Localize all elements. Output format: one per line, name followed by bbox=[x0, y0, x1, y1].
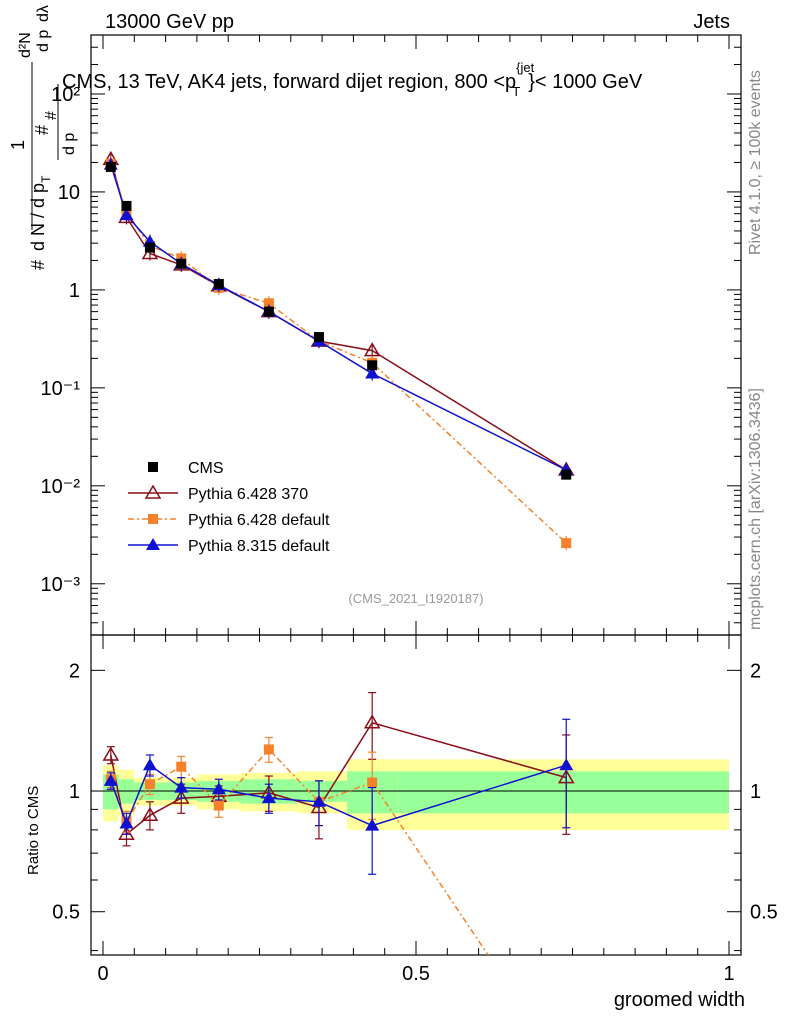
legend: CMS Pythia 6.428 370 Pythia 6.428 default P… bbox=[128, 460, 330, 555]
legend-label-2: Pythia 8.315 default bbox=[188, 538, 330, 555]
y-tick-label: 10⁻¹ bbox=[41, 378, 81, 400]
x-tick-label: 0.5 bbox=[402, 963, 430, 985]
mcplots-label: mcplots.cern.ch [arXiv:1306.3436] bbox=[747, 388, 764, 630]
plot-title: CMS, 13 TeV, AK4 jets, forward dijet reg… bbox=[62, 60, 643, 99]
svg-text:# d N / d pT: # d N / d pT bbox=[28, 175, 53, 270]
ratio-point-0 bbox=[141, 806, 159, 822]
svg-text:#: # bbox=[43, 111, 60, 120]
data-point bbox=[176, 258, 187, 269]
ratio-y-tick-label: 1 bbox=[69, 781, 80, 803]
ratio-point-2 bbox=[211, 782, 226, 795]
ratio-point-2 bbox=[174, 780, 189, 793]
ratio-point-0 bbox=[118, 825, 135, 841]
svg-text:#: # bbox=[32, 125, 52, 135]
data-point bbox=[263, 306, 274, 317]
plot-title-sup: {jet bbox=[516, 60, 534, 75]
y-axis-label-top: # d N / d pT 1 # # d p d²N d p dλ bbox=[8, 5, 78, 270]
ratio-point-0 bbox=[172, 789, 190, 804]
ratio-point-1 bbox=[367, 777, 378, 788]
header-left: 13000 GeV pp bbox=[105, 11, 234, 33]
x-tick-label: 1 bbox=[723, 963, 734, 985]
y-tick-label: 10⁻³ bbox=[41, 574, 81, 596]
legend-marker-2 bbox=[146, 538, 160, 550]
ratio-point-2 bbox=[119, 816, 134, 829]
svg-text:dλ: dλ bbox=[35, 5, 52, 22]
ratio-y-tick-label-right: 2 bbox=[750, 660, 761, 682]
band-inner bbox=[397, 771, 729, 814]
svg-text:d²N: d²N bbox=[17, 32, 34, 58]
chart-marks bbox=[102, 150, 575, 955]
plot-title-suffix: }< 1000 GeV bbox=[528, 71, 643, 93]
legend-label-0: Pythia 6.428 370 bbox=[188, 486, 308, 503]
data-point bbox=[213, 278, 224, 289]
series-point-2 bbox=[119, 208, 134, 221]
rivet-label: Rivet 4.1.0, ≥ 100k events bbox=[747, 70, 764, 255]
ratio-point-1 bbox=[263, 744, 274, 755]
ratio-y-tick-label: 2 bbox=[69, 660, 80, 682]
legend-marker-0 bbox=[144, 484, 162, 499]
series-point-1 bbox=[561, 538, 572, 549]
ratio-point-2 bbox=[103, 773, 118, 786]
ratio-point-2 bbox=[559, 758, 574, 771]
y-tick-label: 1 bbox=[69, 280, 80, 302]
series-point-0 bbox=[363, 342, 381, 357]
header-right: Jets bbox=[693, 11, 730, 33]
ratio-y-tick-label: 0.5 bbox=[52, 902, 80, 924]
ratio-point-2 bbox=[142, 758, 157, 771]
legend-label-data: CMS bbox=[188, 460, 224, 477]
data-point bbox=[367, 360, 378, 371]
series-line-2 bbox=[110, 164, 567, 471]
series-point-1 bbox=[263, 298, 274, 309]
analysis-tag: (CMS_2021_I1920187) bbox=[348, 591, 483, 606]
ratio-point-0 bbox=[363, 714, 381, 729]
ratio-point-1 bbox=[213, 800, 224, 811]
ylabel-frac1-den: d N / d p bbox=[28, 183, 48, 251]
axis-ticks: 0 0.5 1 10⁻³ 10⁻² 10⁻¹ 1 10 10² 0.5 0.5 1 1 2 2 bbox=[41, 34, 778, 985]
ylabel-hash-1: # bbox=[28, 260, 48, 270]
ratio-y-tick-label-right: 0.5 bbox=[750, 902, 778, 924]
plot-title-sub: T bbox=[512, 84, 520, 99]
ratio-point-2 bbox=[311, 794, 326, 807]
legend-marker-data bbox=[148, 462, 158, 472]
ratio-point-2 bbox=[261, 791, 276, 804]
legend-label-1: Pythia 6.428 default bbox=[188, 512, 330, 529]
y-axis-label-ratio: Ratio to CMS bbox=[25, 786, 42, 875]
ratio-point-1 bbox=[176, 761, 187, 772]
svg-text:1: 1 bbox=[8, 140, 28, 150]
svg-text:d p: d p bbox=[35, 30, 52, 52]
data-point bbox=[105, 161, 116, 172]
y-tick-label: 10⁻² bbox=[41, 476, 81, 498]
ratio-point-2 bbox=[365, 818, 380, 831]
legend-marker-1 bbox=[148, 514, 158, 524]
data-point bbox=[561, 469, 572, 480]
series-line-0 bbox=[110, 159, 567, 471]
y-tick-label: 10 bbox=[58, 182, 80, 204]
x-tick-label: 0 bbox=[97, 963, 108, 985]
plot-title-prefix: CMS, 13 TeV, AK4 jets, forward dijet reg… bbox=[62, 71, 516, 93]
svg-text:d p: d p bbox=[61, 133, 78, 155]
ratio-y-tick-label-right: 1 bbox=[750, 781, 761, 803]
x-axis-label: groomed width bbox=[614, 989, 745, 1011]
ratio-point-0 bbox=[102, 746, 120, 761]
data-point bbox=[121, 200, 132, 211]
data-point bbox=[313, 332, 324, 343]
y-tick-label: 10² bbox=[51, 84, 80, 106]
series-point-2 bbox=[365, 366, 380, 379]
data-point bbox=[144, 242, 155, 253]
ratio-bands bbox=[91, 759, 741, 830]
ratio-point-1 bbox=[144, 779, 155, 790]
